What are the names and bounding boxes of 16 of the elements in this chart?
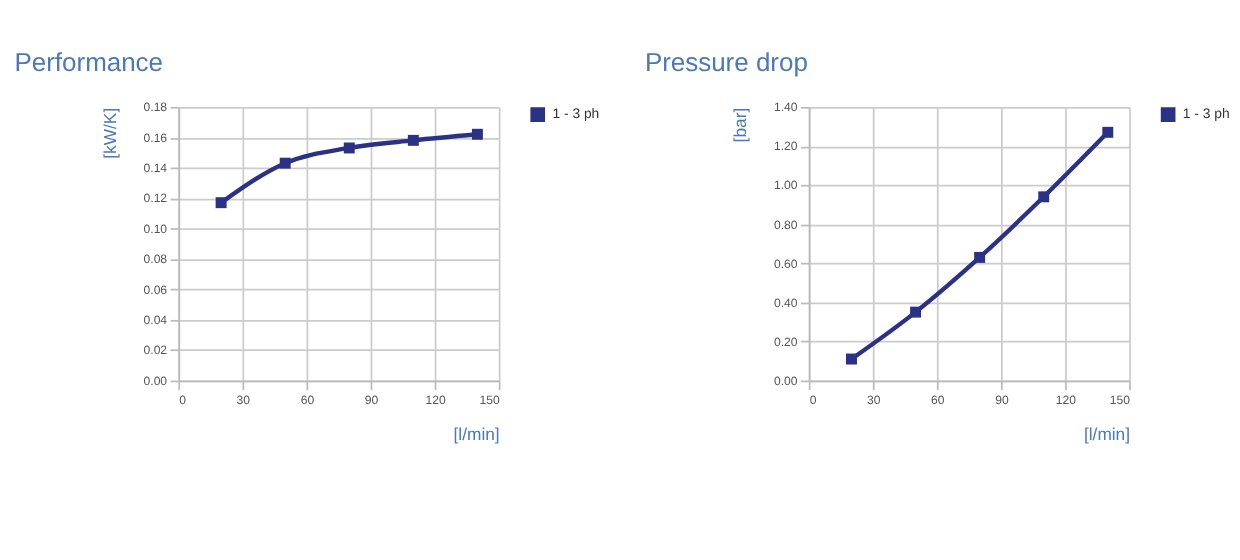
- point: [1102, 126, 1114, 138]
- point: [215, 197, 227, 209]
- point: [910, 306, 922, 318]
- point: [1038, 191, 1050, 203]
- point: [407, 134, 419, 146]
- chart-title: Performance: [14, 46, 164, 77]
- x-axis-title: [l/min]: [1083, 424, 1131, 445]
- point: [846, 353, 857, 365]
- x-axis-title: [l/min]: [453, 424, 500, 445]
- y-axis-title: [bar]: [730, 107, 751, 143]
- point: [974, 251, 986, 263]
- point: [471, 128, 483, 140]
- point: [343, 142, 355, 154]
- chart-title: Pressure drop: [644, 46, 808, 77]
- y-axis-title: [kW/K]: [99, 107, 120, 159]
- point: [279, 157, 291, 169]
